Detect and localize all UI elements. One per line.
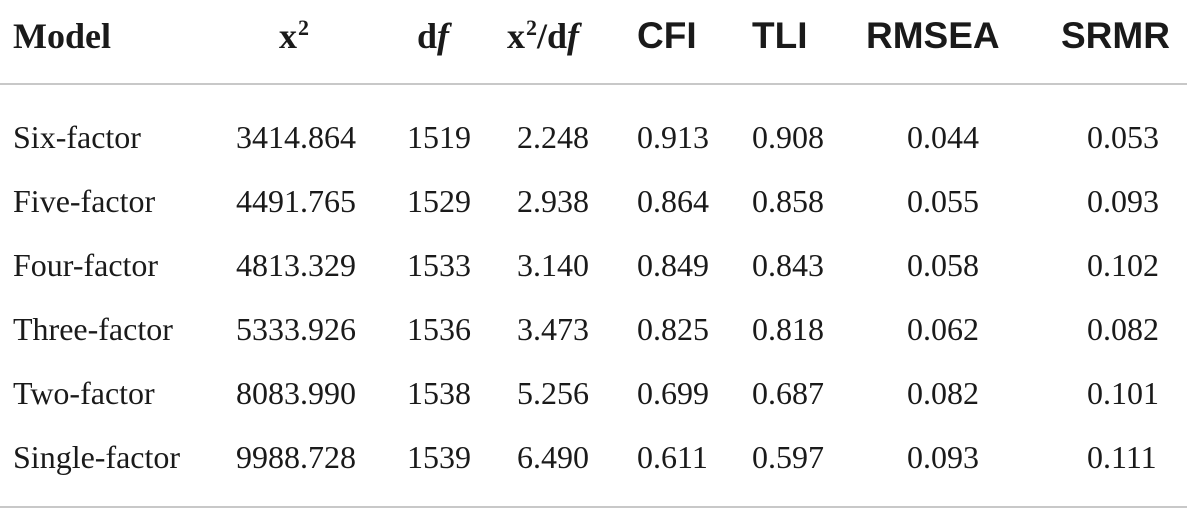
- table-row: Four-factor 4813.329 1533 3.140 0.849 0.…: [0, 236, 1200, 294]
- header-ratio-superscript: 2: [526, 15, 537, 40]
- srmr-cell: 0.101: [1087, 375, 1159, 411]
- ratio-cell: 3.140: [517, 247, 589, 283]
- rmsea-cell: 0.055: [907, 183, 979, 219]
- df-cell: 1529: [407, 183, 471, 219]
- tli-cell: 0.858: [752, 183, 824, 219]
- header-ratio-base: x: [507, 16, 525, 56]
- table-row: Three-factor 5333.926 1536 3.473 0.825 0…: [0, 300, 1200, 358]
- model-cell: Three-factor: [13, 311, 173, 347]
- model-cell: Single-factor: [13, 439, 181, 475]
- table-row: Six-factor 3414.864 1519 2.248 0.913 0.9…: [0, 108, 1200, 166]
- rmsea-cell: 0.093: [907, 439, 979, 475]
- cfi-cell: 0.864: [637, 183, 709, 219]
- srmr-cell: 0.111: [1087, 439, 1157, 475]
- table-row: Single-factor 9988.728 1539 6.490 0.611 …: [0, 428, 1200, 486]
- ratio-cell: 5.256: [517, 375, 589, 411]
- tli-cell: 0.818: [752, 311, 824, 347]
- srmr-cell: 0.102: [1087, 247, 1159, 283]
- rmsea-cell: 0.062: [907, 311, 979, 347]
- header-model: Model: [13, 16, 111, 56]
- model-cell: Four-factor: [13, 247, 159, 283]
- df-cell: 1536: [407, 311, 471, 347]
- header-df: df: [417, 8, 449, 64]
- table-row: Five-factor 4491.765 1529 2.938 0.864 0.…: [0, 172, 1200, 230]
- df-cell: 1533: [407, 247, 471, 283]
- model-cell: Five-factor: [13, 183, 156, 219]
- tli-cell: 0.908: [752, 119, 824, 155]
- header-divider: [0, 83, 1187, 85]
- chi-square-cell: 4813.329: [236, 247, 356, 283]
- header-cfi: CFI: [637, 15, 697, 56]
- srmr-cell: 0.082: [1087, 311, 1159, 347]
- chi-square-cell: 4491.765: [236, 183, 356, 219]
- header-ratio-italic: f: [567, 16, 580, 56]
- df-cell: 1519: [407, 119, 471, 155]
- df-cell: 1539: [407, 439, 471, 475]
- chi-square-cell: 3414.864: [236, 119, 356, 155]
- model-cell: Two-factor: [13, 375, 155, 411]
- header-chi-square-df-ratio: x2/df: [507, 8, 579, 64]
- cfi-cell: 0.825: [637, 311, 709, 347]
- chi-square-cell: 9988.728: [236, 439, 356, 475]
- tli-cell: 0.843: [752, 247, 824, 283]
- srmr-cell: 0.093: [1087, 183, 1159, 219]
- chi-square-cell: 5333.926: [236, 311, 356, 347]
- model-cell: Six-factor: [13, 119, 141, 155]
- header-rmsea: RMSEA: [866, 15, 1000, 56]
- ratio-cell: 2.248: [517, 119, 589, 155]
- ratio-cell: 3.473: [517, 311, 589, 347]
- header-df-base: d: [417, 16, 438, 56]
- rmsea-cell: 0.044: [907, 119, 979, 155]
- cfi-cell: 0.699: [637, 375, 709, 411]
- bottom-divider: [0, 506, 1187, 508]
- cfi-cell: 0.913: [637, 119, 709, 155]
- header-ratio-slash: /d: [537, 16, 568, 56]
- header-srmr: SRMR: [1061, 15, 1170, 56]
- df-cell: 1538: [407, 375, 471, 411]
- header-tli: TLI: [752, 15, 808, 56]
- ratio-cell: 6.490: [517, 439, 589, 475]
- chi-square-cell: 8083.990: [236, 375, 356, 411]
- rmsea-cell: 0.082: [907, 375, 979, 411]
- header-chi-square: x2: [279, 8, 309, 64]
- cfi-cell: 0.611: [637, 439, 708, 475]
- header-df-italic: f: [437, 16, 450, 56]
- table-row: Two-factor 8083.990 1538 5.256 0.699 0.6…: [0, 364, 1200, 422]
- srmr-cell: 0.053: [1087, 119, 1159, 155]
- cfi-cell: 0.849: [637, 247, 709, 283]
- header-chi-square-superscript: 2: [298, 15, 309, 40]
- header-chi-square-base: x: [279, 16, 297, 56]
- tli-cell: 0.687: [752, 375, 824, 411]
- ratio-cell: 2.938: [517, 183, 589, 219]
- tli-cell: 0.597: [752, 439, 824, 475]
- rmsea-cell: 0.058: [907, 247, 979, 283]
